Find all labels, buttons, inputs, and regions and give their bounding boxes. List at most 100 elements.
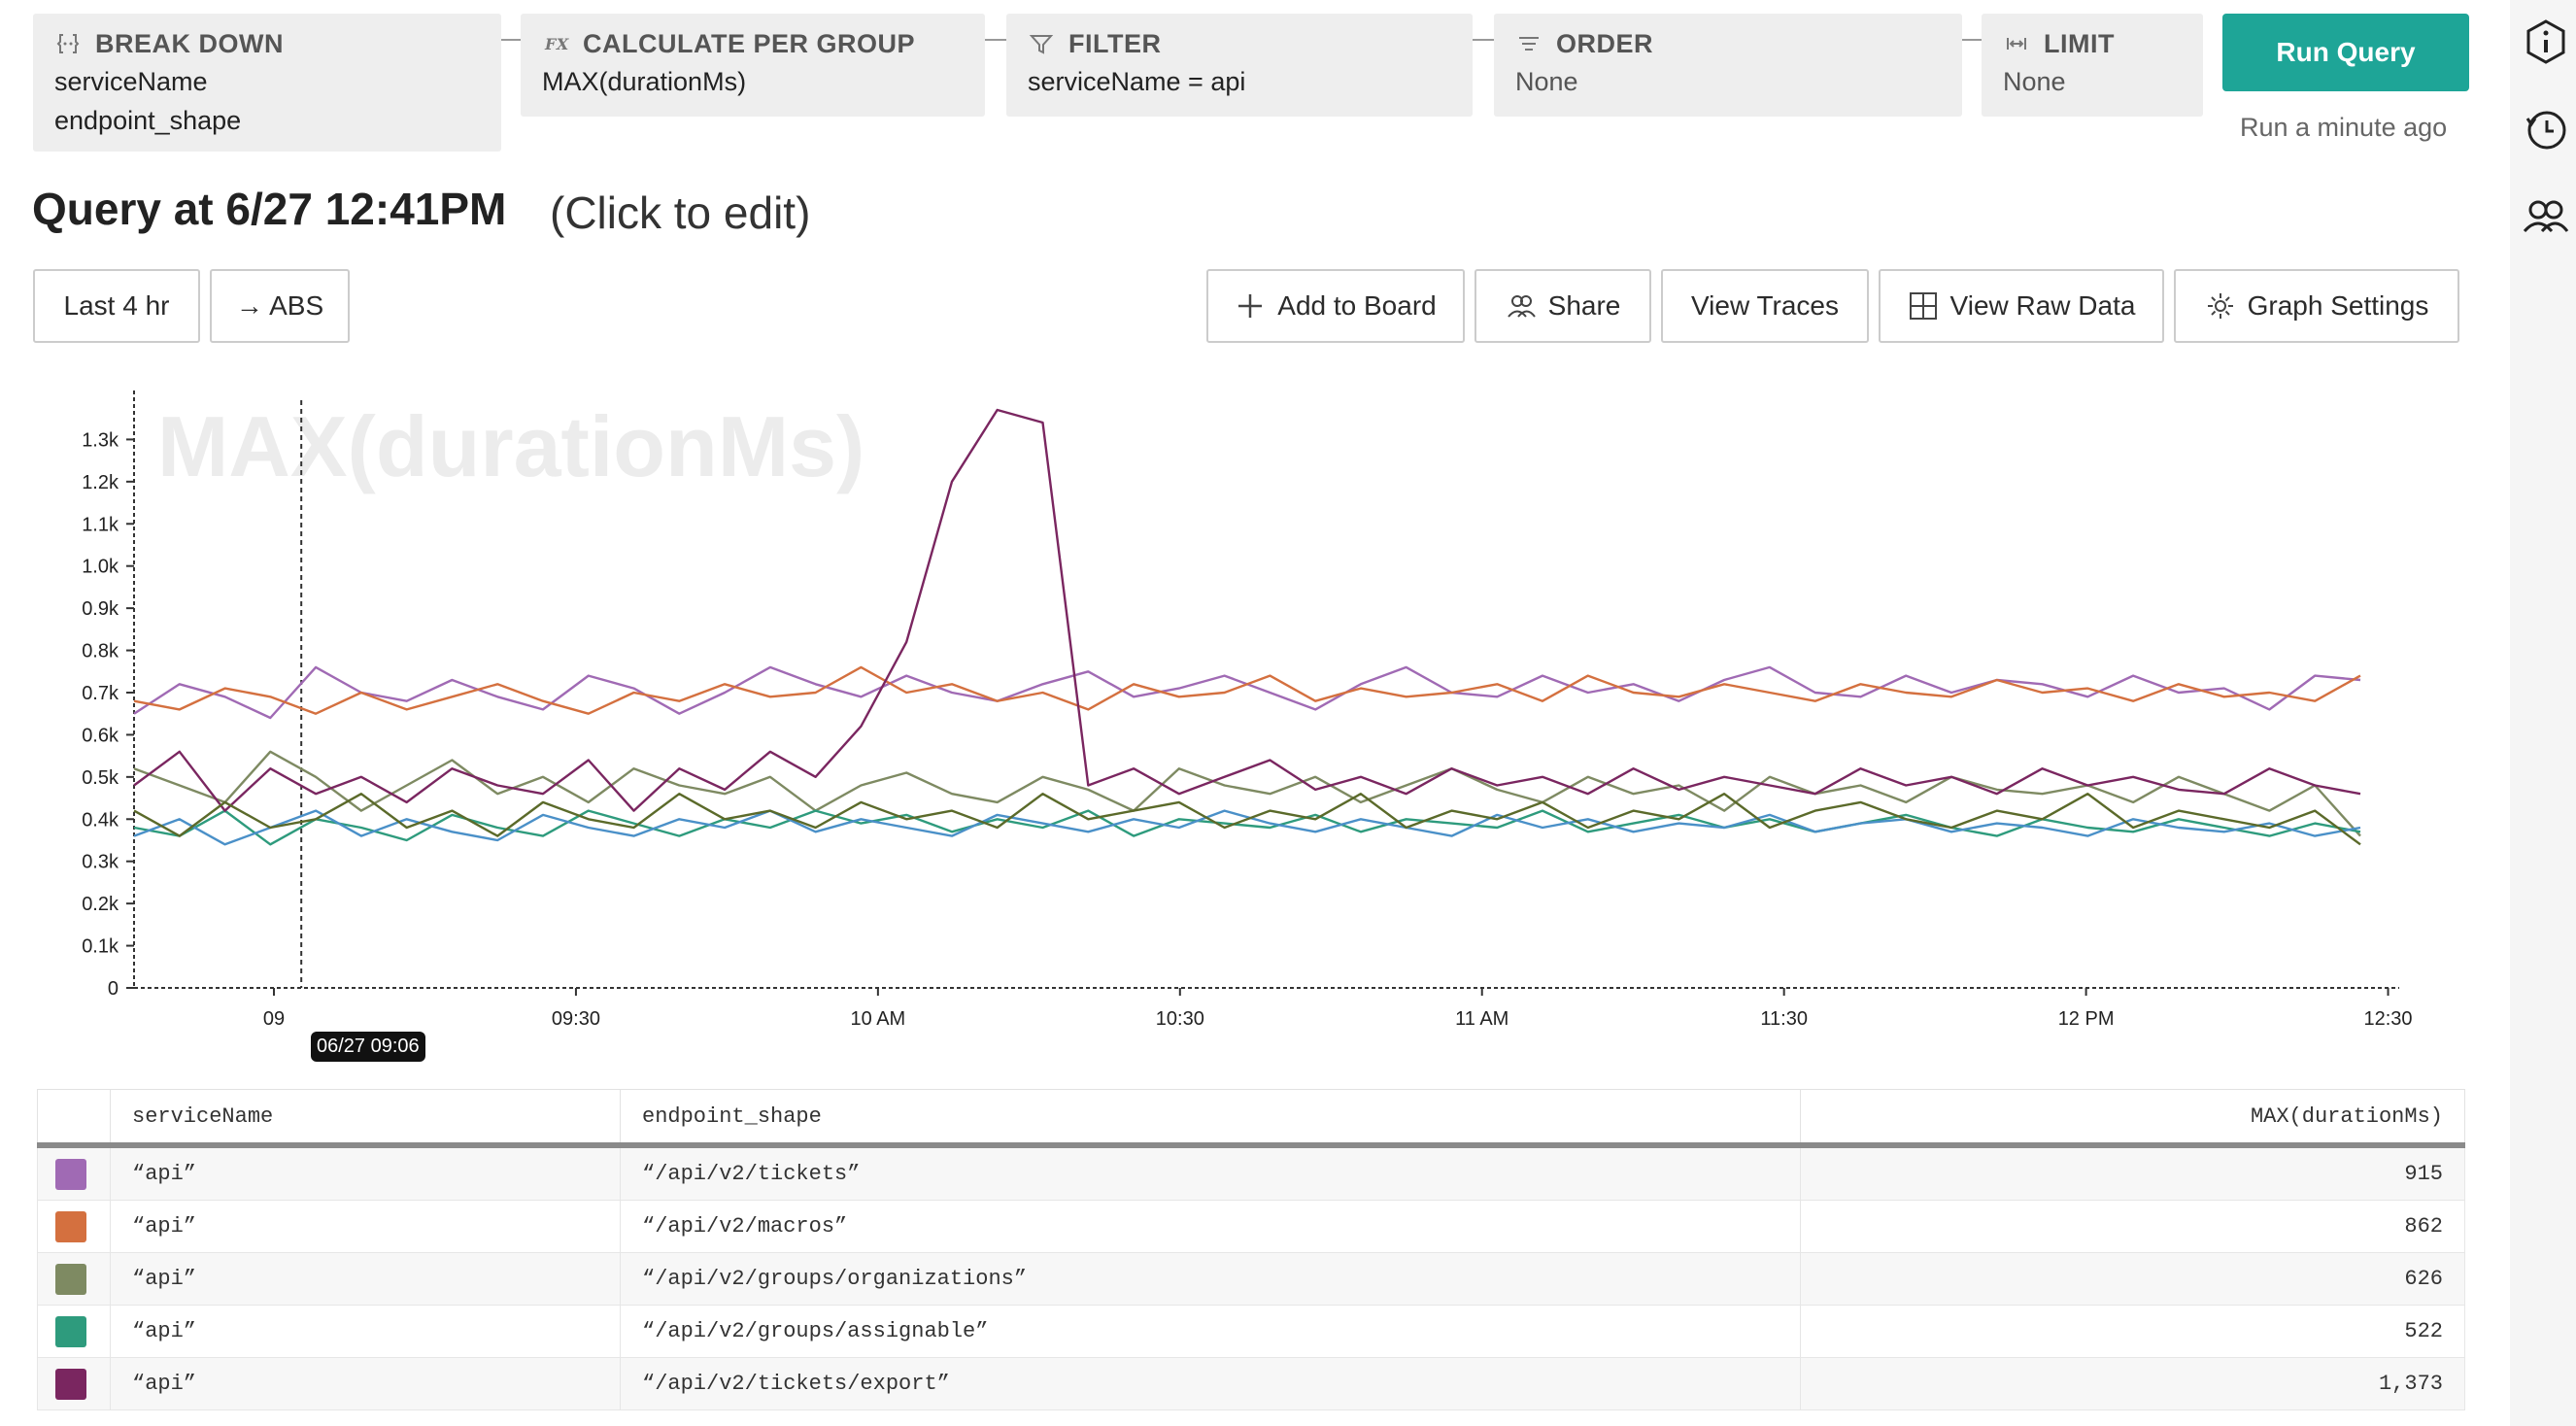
graph-settings-label: Graph Settings	[2247, 290, 2429, 321]
series-swatch-cell	[37, 1357, 111, 1410]
table-row[interactable]: “api” “/api/v2/tickets/export” 1,373	[37, 1357, 2465, 1410]
filter-icon	[1029, 35, 1054, 54]
view-traces-label: View Traces	[1691, 290, 1839, 321]
view-raw-data-label: View Raw Data	[1949, 290, 2136, 321]
time-series-chart[interactable]: MAX(durationMs) 0 0.1k 0.2k 0.3k 0.4k 0.5k 0.6k…	[29, 389, 2438, 1069]
calculate-label: CALCULATE PER GROUP	[583, 28, 916, 58]
breakdown-header: BREAK DOWN	[54, 25, 480, 62]
order-header: ORDER	[1515, 25, 1941, 62]
table-row[interactable]: “api” “/api/v2/tickets” 915	[37, 1144, 2465, 1201]
time-range-label: Last 4 hr	[63, 290, 170, 321]
series-color-swatch[interactable]	[55, 1158, 86, 1190]
column-header[interactable]: MAX(durationMs)	[1800, 1089, 2465, 1148]
absolute-time-button[interactable]: → ABS	[210, 269, 350, 343]
table-row[interactable]: “api” “/api/v2/groups/organizations” 626	[37, 1252, 2465, 1306]
endpoint-shape-cell: “/api/v2/groups/assignable”	[620, 1305, 1801, 1358]
series-line-5	[133, 408, 2361, 812]
run-query-button[interactable]: Run Query	[2222, 14, 2469, 91]
view-raw-data-button[interactable]: View Raw Data	[1879, 269, 2164, 343]
y-tick-label: 1.1k	[82, 514, 119, 535]
max-duration-cell: 862	[1800, 1200, 2465, 1253]
click-to-edit-hint[interactable]: (Click to edit)	[550, 187, 811, 238]
y-tick-label: 0.6k	[82, 725, 119, 746]
order-label: ORDER	[1556, 28, 1654, 58]
breakdown-clause[interactable]: BREAK DOWN serviceName endpoint_shape	[33, 14, 501, 152]
series-line-7	[133, 793, 2361, 846]
endpoint-shape-cell: “/api/v2/tickets”	[620, 1144, 1801, 1201]
limit-clause[interactable]: LIMIT None	[1982, 14, 2203, 117]
hover-time-tooltip: 06/27 09:06	[311, 1032, 425, 1062]
svg-text:fx: fx	[544, 35, 569, 53]
filter-clause[interactable]: FILTER serviceName = api	[1006, 14, 1473, 117]
series-color-swatch[interactable]	[55, 1368, 86, 1400]
x-tick-label: 09	[263, 1008, 285, 1030]
view-traces-button[interactable]: View Traces	[1661, 269, 1869, 343]
share-label: Share	[1547, 290, 1621, 321]
run-timestamp: Run a minute ago	[2240, 113, 2448, 142]
filter-header: FILTER	[1028, 25, 1451, 62]
y-tick-label: 1.0k	[82, 557, 119, 578]
column-header[interactable]: serviceName	[110, 1089, 621, 1148]
table-header-row: serviceName endpoint_shape MAX(durationM…	[37, 1089, 2465, 1148]
y-tick-label: 1.3k	[82, 429, 119, 451]
graph-settings-button[interactable]: Graph Settings	[2174, 269, 2459, 343]
breakdown-label: BREAK DOWN	[95, 28, 284, 58]
y-tick-label: 0.1k	[82, 936, 119, 958]
series-line-2	[133, 665, 2361, 715]
series-line-3	[133, 750, 2361, 837]
clause-connector	[501, 39, 523, 41]
y-tick-label: 0.7k	[82, 683, 119, 704]
info-icon[interactable]	[2522, 17, 2570, 66]
plus-icon	[1238, 294, 1263, 318]
series-color-swatch[interactable]	[55, 1315, 86, 1347]
clause-connector	[1473, 39, 1494, 41]
endpoint-shape-cell: “/api/v2/macros”	[620, 1200, 1801, 1253]
y-tick-label: 0.3k	[82, 852, 119, 873]
y-tick-label: 0.2k	[82, 894, 119, 915]
column-header[interactable]: endpoint_shape	[620, 1089, 1801, 1148]
x-tick-label: 10:30	[1156, 1008, 1204, 1030]
series-swatch-cell	[37, 1252, 111, 1306]
clause-connector	[985, 39, 1006, 41]
endpoint-shape-cell: “/api/v2/tickets/export”	[620, 1357, 1801, 1410]
service-name-cell: “api”	[110, 1305, 621, 1358]
chart-title-watermark: MAX(durationMs)	[157, 398, 864, 494]
breakdown-value-1: serviceName	[54, 67, 208, 96]
calculate-clause[interactable]: fx CALCULATE PER GROUP MAX(durationMs)	[521, 14, 985, 117]
service-name-cell: “api”	[110, 1144, 621, 1201]
braces-icon	[56, 34, 80, 53]
table-row[interactable]: “api” “/api/v2/groups/assignable” 522	[37, 1305, 2465, 1358]
y-tick-label: 0.4k	[82, 809, 119, 831]
series-color-swatch[interactable]	[55, 1210, 86, 1242]
query-title[interactable]: Query at 6/27 12:41PM	[32, 184, 507, 234]
sort-lines-icon	[1519, 37, 1539, 51]
grid-table-icon	[1909, 292, 1937, 320]
add-to-board-button[interactable]: Add to Board	[1206, 269, 1465, 343]
share-button[interactable]: Share	[1474, 269, 1651, 343]
limit-value: None	[2003, 67, 2066, 96]
table-row[interactable]: “api” “/api/v2/macros” 862	[37, 1200, 2465, 1253]
x-tick-label: 11 AM	[1455, 1008, 1508, 1030]
x-tick-label: 09:30	[552, 1008, 600, 1030]
series-swatch-cell	[37, 1144, 111, 1201]
y-tick-label: 0.5k	[82, 767, 119, 789]
series-color-swatch[interactable]	[55, 1263, 86, 1295]
calculate-header: fx CALCULATE PER GROUP	[542, 25, 964, 62]
gear-icon	[2207, 293, 2233, 319]
team-users-icon[interactable]	[2522, 192, 2570, 241]
clause-connector	[1962, 39, 1983, 41]
history-clock-icon[interactable]	[2522, 105, 2570, 153]
y-tick-label: 0	[108, 978, 119, 1000]
service-name-cell: “api”	[110, 1357, 621, 1410]
endpoint-shape-cell: “/api/v2/groups/organizations”	[620, 1252, 1801, 1306]
y-tick-label: 0.8k	[82, 641, 119, 662]
x-tick-label: 11:30	[1760, 1008, 1808, 1030]
service-name-cell: “api”	[110, 1200, 621, 1253]
time-range-button[interactable]: Last 4 hr	[33, 269, 200, 343]
series-swatch-cell	[37, 1200, 111, 1253]
order-value: None	[1515, 67, 1578, 96]
order-clause[interactable]: ORDER None	[1494, 14, 1962, 117]
limit-header: LIMIT	[2003, 25, 2182, 62]
absolute-time-label: → ABS	[235, 290, 324, 321]
x-tick-label: 12:30	[2364, 1008, 2413, 1030]
